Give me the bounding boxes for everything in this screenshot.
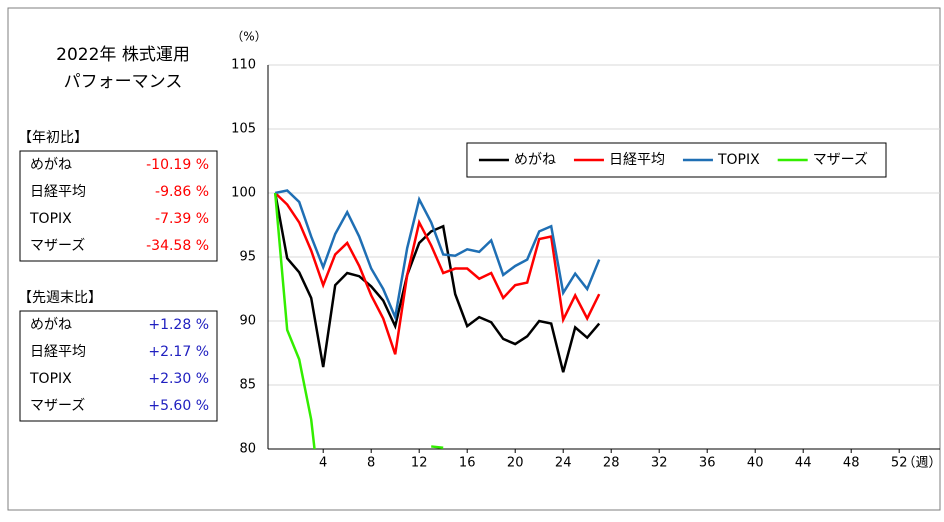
x-tick-label: 12 — [411, 456, 428, 471]
x-tick-label: 28 — [603, 456, 620, 471]
row-value: +1.28 % — [148, 317, 209, 333]
table-box — [19, 150, 218, 262]
y-tick-label: 90 — [239, 314, 256, 329]
row-name: マザーズ — [30, 398, 85, 414]
x-tick-label: 52 — [891, 456, 908, 471]
row-name: めがね — [30, 157, 72, 173]
x-tick-label: 32 — [651, 456, 668, 471]
row-name: TOPIX — [29, 371, 72, 387]
x-tick-label: 8 — [367, 456, 375, 471]
y-tick-label: 100 — [231, 186, 256, 201]
x-axis-label: （週） — [902, 456, 941, 471]
x-tick-label: 40 — [747, 456, 764, 471]
row-name: TOPIX — [29, 211, 72, 227]
legend-box — [466, 142, 887, 178]
x-tick-label: 4 — [319, 456, 327, 471]
row-value: -34.58 % — [146, 238, 209, 254]
row-name: めがね — [30, 317, 72, 333]
frame — [7, 7, 941, 511]
row-value: +2.30 % — [148, 371, 209, 387]
legend-label: マザーズ — [813, 152, 868, 168]
row-value: +5.60 % — [148, 398, 209, 414]
row-name: マザーズ — [30, 238, 85, 254]
y-tick-label: 85 — [239, 378, 256, 393]
row-name: 日経平均 — [30, 344, 86, 360]
y-tick-label: 95 — [239, 250, 256, 265]
table-box — [19, 310, 218, 422]
y-tick-label: 80 — [239, 442, 256, 457]
x-tick-label: 20 — [507, 456, 524, 471]
y-axis-label: （%） — [231, 30, 266, 44]
table-heading: 【年初比】 — [18, 129, 88, 146]
series-line — [273, 192, 444, 449]
panel-title: パフォーマンス — [64, 72, 183, 92]
x-tick-label: 24 — [555, 456, 572, 471]
x-tick-label: 16 — [459, 456, 476, 471]
row-value: -10.19 % — [146, 157, 209, 173]
panel-title: 2022年 株式運用 — [56, 45, 190, 65]
row-name: 日経平均 — [30, 184, 86, 200]
legend-label: 日経平均 — [609, 152, 665, 168]
legend-label: めがね — [514, 152, 556, 168]
series-line — [274, 189, 601, 322]
y-tick-label: 105 — [231, 122, 256, 137]
series-line — [273, 192, 601, 373]
row-value: +2.17 % — [148, 344, 209, 360]
y-tick-label: 110 — [231, 58, 256, 73]
table-heading: 【先週末比】 — [18, 290, 102, 306]
series-line — [274, 192, 601, 355]
row-value: -7.39 % — [155, 211, 209, 227]
x-tick-label: 48 — [843, 456, 860, 471]
row-value: -9.86 % — [155, 184, 209, 200]
x-tick-label: 44 — [795, 456, 812, 471]
x-tick-label: 36 — [699, 456, 716, 471]
legend: めがね 日経平均 TOPIX マザーズ — [466, 142, 887, 178]
plot-area — [273, 189, 601, 449]
legend-label: TOPIX — [717, 152, 760, 168]
